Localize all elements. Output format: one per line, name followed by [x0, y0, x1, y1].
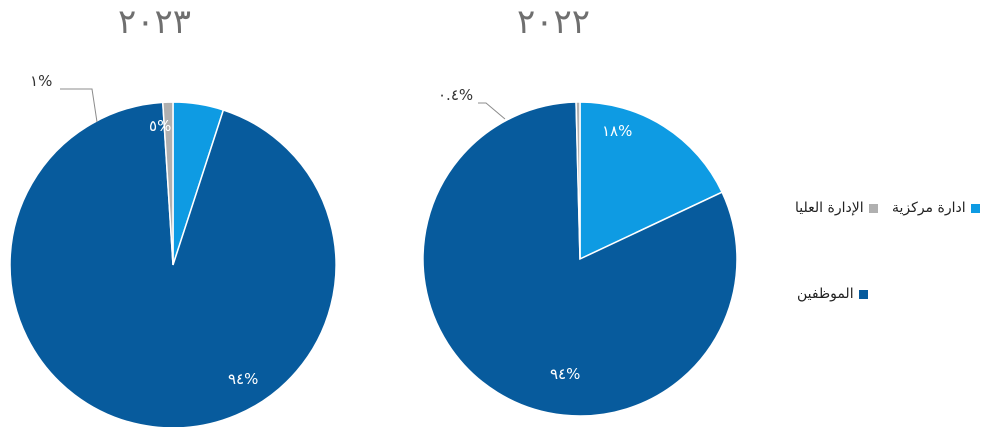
leader-line-1 — [478, 102, 506, 120]
pie-slice-senior-mgmt-1 — [575, 101, 581, 260]
chart-title-2023: ٢٠٢٣ — [118, 2, 192, 42]
chart-title-2022: ٢٠٢٢ — [517, 2, 591, 42]
legend-row-1: ادارة مركزية الإدارة العليا — [785, 200, 980, 217]
legend-label-senior-mgmt: الإدارة العليا — [795, 200, 864, 216]
data-label-employees-0: ٩٤% — [228, 370, 258, 388]
legend-item-central-admin: ادارة مركزية — [892, 200, 980, 216]
data-label-senior-mgmt-1: ٠.٤% — [438, 86, 473, 104]
legend-swatch-central-admin — [970, 203, 980, 213]
legend-label-employees: الموظفين — [797, 286, 854, 302]
data-label-central-admin-1: ١٨% — [602, 122, 632, 140]
legend-item-employees: الموظفين — [797, 286, 868, 302]
legend-label-central-admin: ادارة مركزية — [892, 200, 966, 216]
data-label-employees-1: ٩٤% — [550, 365, 580, 383]
legend-swatch-senior-mgmt — [868, 203, 878, 213]
legend-row-2: الموظفين — [787, 286, 868, 303]
pie-slice-central-admin-1 — [579, 101, 724, 261]
data-label-central-admin-0: ٥% — [149, 117, 171, 135]
leader-line-0 — [60, 88, 98, 123]
legend-item-senior-mgmt: الإدارة العليا — [795, 200, 878, 216]
data-label-senior-mgmt-0: ١% — [30, 72, 52, 90]
legend-swatch-employees — [858, 289, 868, 299]
pie-slice-senior-mgmt-0 — [161, 101, 174, 266]
